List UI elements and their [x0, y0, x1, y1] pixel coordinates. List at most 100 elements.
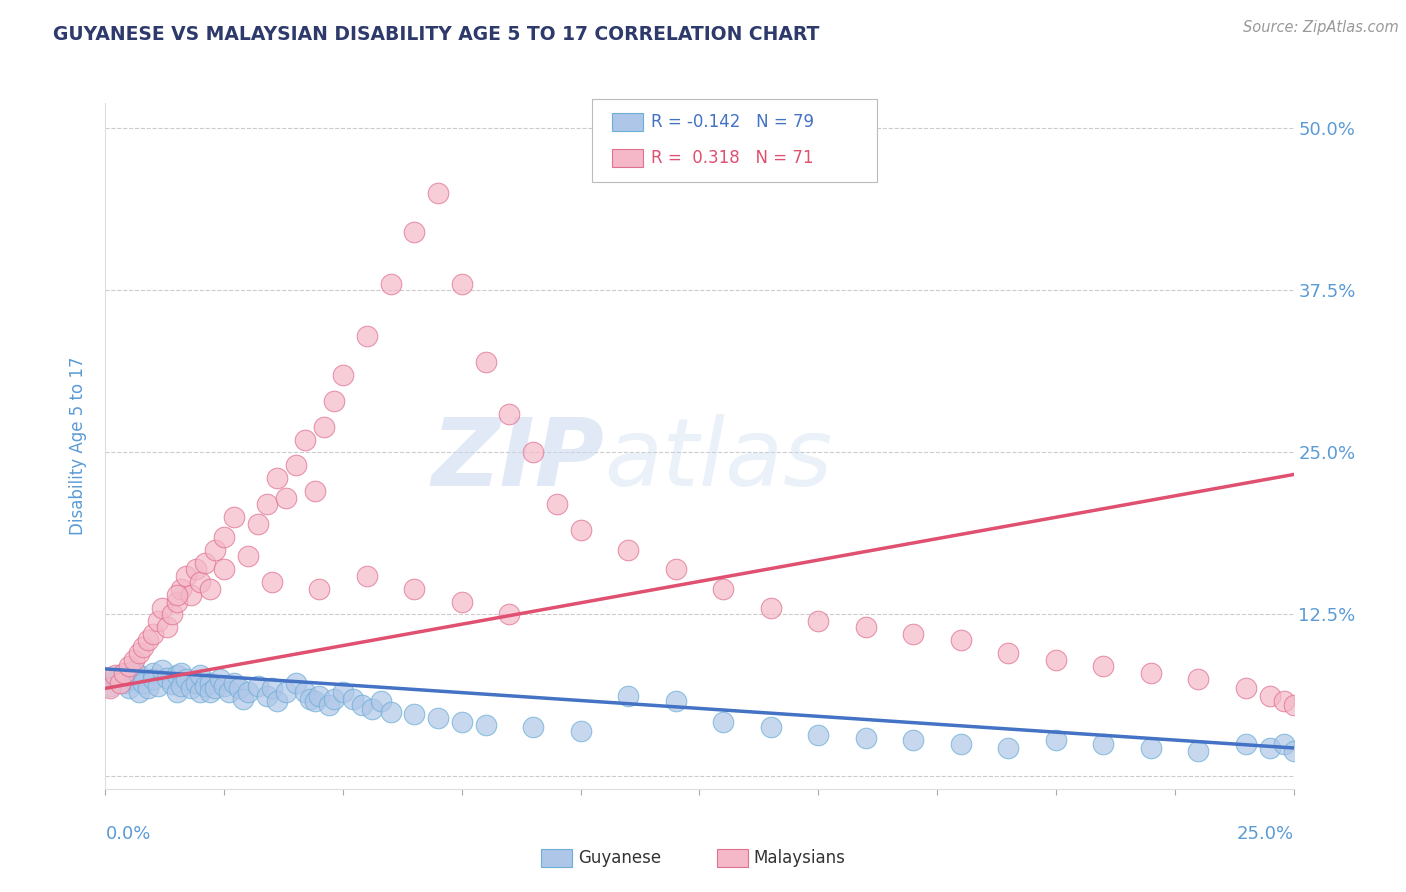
Point: [1187, 673, 1209, 687]
Point: [174, 568, 197, 582]
Point: [114, 676, 136, 690]
Point: [1234, 681, 1257, 696]
Point: [342, 691, 364, 706]
Point: [142, 665, 165, 680]
Text: R =  0.318   N = 71: R = 0.318 N = 71: [651, 149, 814, 167]
Point: [152, 663, 174, 677]
Point: [807, 614, 830, 628]
Point: [232, 691, 254, 706]
Point: [122, 673, 145, 687]
Point: [427, 186, 450, 201]
Point: [98, 681, 121, 696]
Point: [128, 668, 150, 682]
Point: [997, 741, 1019, 756]
Point: [146, 679, 169, 693]
Point: [356, 329, 378, 343]
Point: [318, 698, 340, 713]
Point: [759, 720, 782, 734]
Point: [184, 676, 207, 690]
Point: [304, 694, 326, 708]
Point: [122, 663, 145, 677]
Point: [1140, 741, 1163, 756]
Point: [266, 471, 288, 485]
Point: [256, 689, 278, 703]
Point: [855, 731, 877, 745]
Point: [118, 659, 141, 673]
Point: [356, 568, 378, 582]
Point: [1187, 743, 1209, 757]
Point: [146, 614, 169, 628]
Point: [152, 601, 174, 615]
Point: [128, 646, 150, 660]
Point: [1258, 741, 1281, 756]
Point: [474, 355, 496, 369]
Point: [450, 714, 472, 729]
Point: [903, 733, 925, 747]
Text: 25.0%: 25.0%: [1236, 825, 1294, 843]
Text: R = -0.142   N = 79: R = -0.142 N = 79: [651, 113, 814, 131]
Point: [404, 225, 426, 239]
Point: [1272, 694, 1295, 708]
Point: [322, 691, 344, 706]
Point: [1092, 737, 1115, 751]
Point: [246, 679, 269, 693]
Point: [194, 679, 217, 693]
Point: [1045, 653, 1067, 667]
Point: [122, 653, 145, 667]
Point: [108, 676, 131, 690]
Text: ZIP: ZIP: [432, 414, 605, 506]
Point: [142, 627, 165, 641]
Point: [1258, 689, 1281, 703]
Point: [142, 673, 165, 687]
Point: [222, 510, 245, 524]
Point: [498, 607, 520, 622]
Text: Guyanese: Guyanese: [578, 849, 661, 867]
Point: [136, 633, 159, 648]
Point: [380, 705, 402, 719]
Point: [156, 620, 179, 634]
Point: [711, 582, 734, 596]
Point: [1092, 659, 1115, 673]
Point: [98, 679, 121, 693]
Point: [274, 491, 297, 505]
Point: [114, 665, 136, 680]
Point: [380, 277, 402, 291]
Point: [228, 681, 250, 696]
Point: [569, 724, 592, 739]
Point: [118, 665, 141, 680]
Point: [404, 707, 426, 722]
Point: [855, 620, 877, 634]
Point: [180, 681, 202, 696]
Y-axis label: Disability Age 5 to 17: Disability Age 5 to 17: [69, 357, 87, 535]
Point: [208, 673, 231, 687]
Point: [166, 594, 188, 608]
Point: [949, 633, 972, 648]
Point: [104, 673, 127, 687]
Point: [617, 689, 640, 703]
Point: [136, 681, 159, 696]
Point: [997, 646, 1019, 660]
Point: [256, 497, 278, 511]
Point: [1282, 698, 1305, 713]
Point: [170, 679, 193, 693]
Point: [190, 575, 212, 590]
Point: [711, 714, 734, 729]
Point: [132, 640, 155, 654]
Point: [312, 419, 335, 434]
Point: [204, 681, 226, 696]
Point: [214, 562, 236, 576]
Point: [1140, 665, 1163, 680]
Point: [665, 562, 688, 576]
Point: [498, 407, 520, 421]
Point: [450, 277, 472, 291]
Point: [1282, 743, 1305, 757]
Text: GUYANESE VS MALAYSIAN DISABILITY AGE 5 TO 17 CORRELATION CHART: GUYANESE VS MALAYSIAN DISABILITY AGE 5 T…: [53, 25, 820, 44]
Point: [174, 673, 197, 687]
Point: [759, 601, 782, 615]
Point: [166, 685, 188, 699]
Point: [298, 691, 321, 706]
Point: [118, 681, 141, 696]
Point: [218, 685, 240, 699]
Point: [332, 368, 354, 382]
Point: [284, 676, 307, 690]
